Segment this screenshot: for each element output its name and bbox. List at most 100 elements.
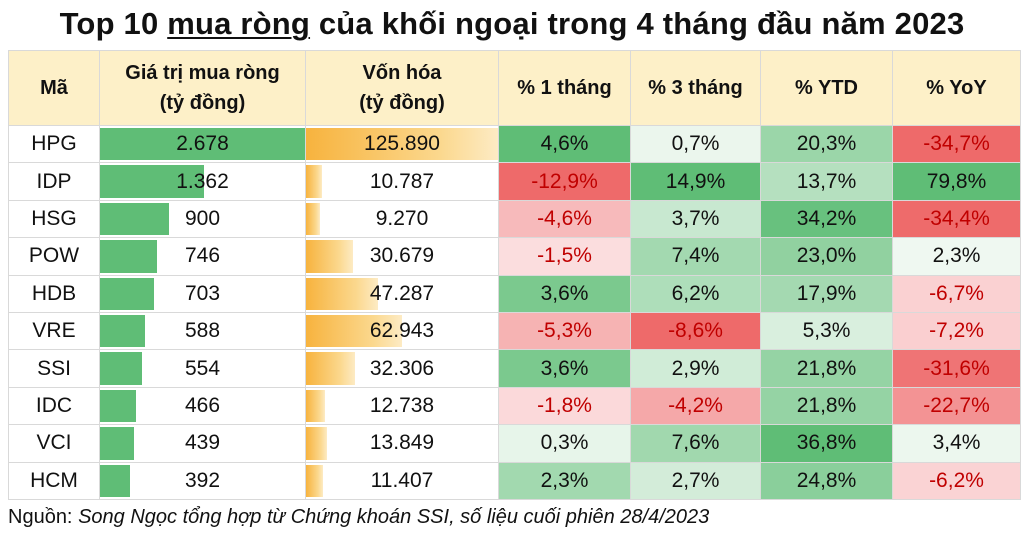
data-table: Mã Giá trị mua ròng (tỷ đồng) Vốn hóa (tỷ … <box>8 50 1021 500</box>
title-suffix: của khối ngoại trong 4 tháng đầu năm 202… <box>310 6 965 41</box>
cell-yoy: -22,7% <box>892 386 1021 426</box>
yoy-value: -34,7% <box>923 132 990 156</box>
cell-code: HSG <box>8 199 100 239</box>
market-cap-value: 10.787 <box>369 169 435 193</box>
yoy-value: -34,4% <box>923 206 990 230</box>
cell-m3: 6,2% <box>630 274 761 313</box>
market-cap-value: 12.738 <box>369 393 435 417</box>
cell-ytd: 5,3% <box>760 311 893 351</box>
market-cap-bar <box>306 464 324 497</box>
ytd-value: 20,3% <box>796 132 857 156</box>
page-title: Top 10 mua ròng của khối ngoại trong 4 t… <box>0 2 1024 46</box>
cell-m3: 7,6% <box>630 424 761 463</box>
cell-yoy: 2,3% <box>892 237 1021 276</box>
cell-market-cap: 9.270 <box>305 199 499 239</box>
m3-value: 2,7% <box>671 468 720 492</box>
m3-value: 6,2% <box>671 281 720 305</box>
cell-net-buy: 554 <box>99 349 306 388</box>
m1-value: 2,3% <box>540 468 589 492</box>
market-cap-value: 11.407 <box>370 468 434 492</box>
cell-m3: -4,2% <box>630 386 761 426</box>
table-row-idc: IDC 466 12.738 -1,8% -4,2% 21,8% -22,7% <box>8 386 1021 426</box>
market-cap-value: 9.270 <box>375 206 429 230</box>
ytd-value: 36,8% <box>796 431 857 455</box>
net-buy-bar <box>100 389 136 423</box>
net-buy-bar <box>100 165 205 198</box>
cell-m3: 7,4% <box>630 237 761 276</box>
cell-code: IDC <box>8 386 100 426</box>
ytd-value: 21,8% <box>796 393 857 417</box>
cell-yoy: -31,6% <box>892 349 1021 388</box>
cell-yoy: -34,4% <box>892 199 1021 239</box>
cell-ytd: 24,8% <box>760 461 893 500</box>
m3-value: 14,9% <box>665 169 726 193</box>
table-row-hdb: HDB 703 47.287 3,6% 6,2% 17,9% -6,7% <box>8 274 1021 313</box>
header-yoy: % YoY <box>892 50 1021 126</box>
market-cap-bar <box>306 165 323 198</box>
m3-value: -4,2% <box>668 393 723 417</box>
header-row: Mã Giá trị mua ròng (tỷ đồng) Vốn hóa (tỷ … <box>8 50 1021 126</box>
m3-value: 2,9% <box>671 356 720 380</box>
market-cap-value: 47.287 <box>369 281 435 305</box>
net-buy-value: 703 <box>184 281 221 305</box>
cell-code: IDP <box>8 162 100 201</box>
market-cap-bar <box>306 389 326 423</box>
yoy-value: -7,2% <box>929 319 984 343</box>
net-buy-bar <box>100 427 134 460</box>
cell-ytd: 17,9% <box>760 274 893 313</box>
table-row-hpg: HPG 2.678 125.890 4,6% 0,7% 20,3% -34,7% <box>8 124 1021 164</box>
net-buy-value: 588 <box>184 319 221 343</box>
cell-m3: 0,7% <box>630 124 761 164</box>
m1-value: -5,3% <box>537 319 592 343</box>
table-row-hcm: HCM 392 11.407 2,3% 2,7% 24,8% -6,2% <box>8 461 1021 500</box>
source-text: Song Ngọc tổng hợp từ Chứng khoán SSI, s… <box>78 506 710 528</box>
cell-market-cap: 10.787 <box>305 162 499 201</box>
yoy-value: -22,7% <box>923 393 990 417</box>
source-note: Nguồn: Song Ngọc tổng hợp từ Chứng khoán… <box>8 502 709 532</box>
cell-m3: 3,7% <box>630 199 761 239</box>
market-cap-bar <box>306 352 356 385</box>
market-cap-bar <box>306 314 402 348</box>
net-buy-value: 900 <box>184 206 221 230</box>
yoy-value: 79,8% <box>926 169 987 193</box>
cell-market-cap: 13.849 <box>305 424 499 463</box>
cell-net-buy: 392 <box>99 461 306 500</box>
header-code: Mã <box>8 50 100 126</box>
header-3-month: % 3 tháng <box>630 50 761 126</box>
table-row-pow: POW 746 30.679 -1,5% 7,4% 23,0% 2,3% <box>8 237 1021 276</box>
net-buy-value: 392 <box>184 468 221 492</box>
cell-yoy: 3,4% <box>892 424 1021 463</box>
net-buy-bar <box>100 202 169 236</box>
market-cap-bar <box>306 202 321 236</box>
ytd-value: 17,9% <box>796 281 857 305</box>
net-buy-bar <box>100 352 143 385</box>
market-cap-value: 30.679 <box>369 244 435 268</box>
market-cap-value: 32.306 <box>369 356 435 380</box>
cell-market-cap: 30.679 <box>305 237 499 276</box>
ytd-value: 23,0% <box>796 244 857 268</box>
cell-m3: -8,6% <box>630 311 761 351</box>
cell-yoy: 79,8% <box>892 162 1021 201</box>
cell-ytd: 13,7% <box>760 162 893 201</box>
ytd-value: 5,3% <box>802 319 851 343</box>
m3-value: 7,6% <box>671 431 720 455</box>
cell-ytd: 23,0% <box>760 237 893 276</box>
cell-market-cap: 32.306 <box>305 349 499 388</box>
m3-value: 0,7% <box>671 132 720 156</box>
cell-market-cap: 11.407 <box>305 461 499 500</box>
cell-code: HPG <box>8 124 100 164</box>
market-cap-bar <box>306 277 379 310</box>
header-1-month: % 1 tháng <box>498 50 631 126</box>
header-net-buy: Giá trị mua ròng (tỷ đồng) <box>99 50 306 126</box>
m1-value: -12,9% <box>531 169 598 193</box>
cell-yoy: -6,2% <box>892 461 1021 500</box>
table-row-idp: IDP 1.362 10.787 -12,9% 14,9% 13,7% 79,8% <box>8 162 1021 201</box>
yoy-value: 3,4% <box>932 431 981 455</box>
cell-code: HCM <box>8 461 100 500</box>
market-cap-value: 13.849 <box>369 431 435 455</box>
cell-ytd: 21,8% <box>760 386 893 426</box>
net-buy-bar <box>100 277 154 310</box>
net-buy-value: 439 <box>184 431 221 455</box>
cell-code: POW <box>8 237 100 276</box>
